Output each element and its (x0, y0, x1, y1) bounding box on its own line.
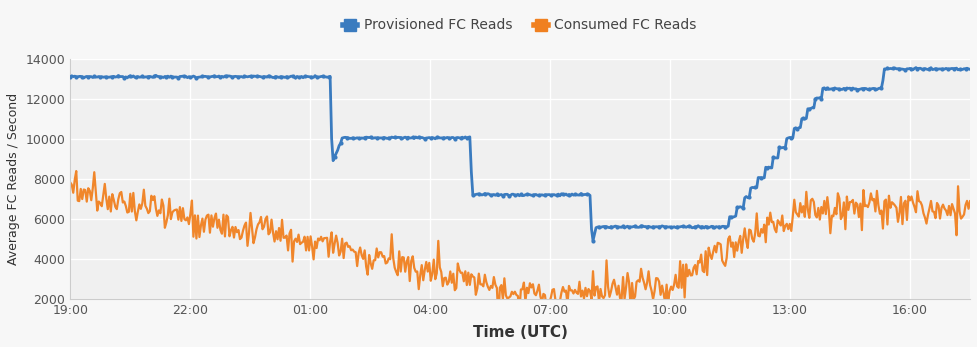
Y-axis label: Average FC Reads / Second: Average FC Reads / Second (7, 93, 20, 265)
Legend: Provisioned FC Reads, Consumed FC Reads: Provisioned FC Reads, Consumed FC Reads (338, 13, 702, 38)
X-axis label: Time (UTC): Time (UTC) (473, 325, 568, 340)
